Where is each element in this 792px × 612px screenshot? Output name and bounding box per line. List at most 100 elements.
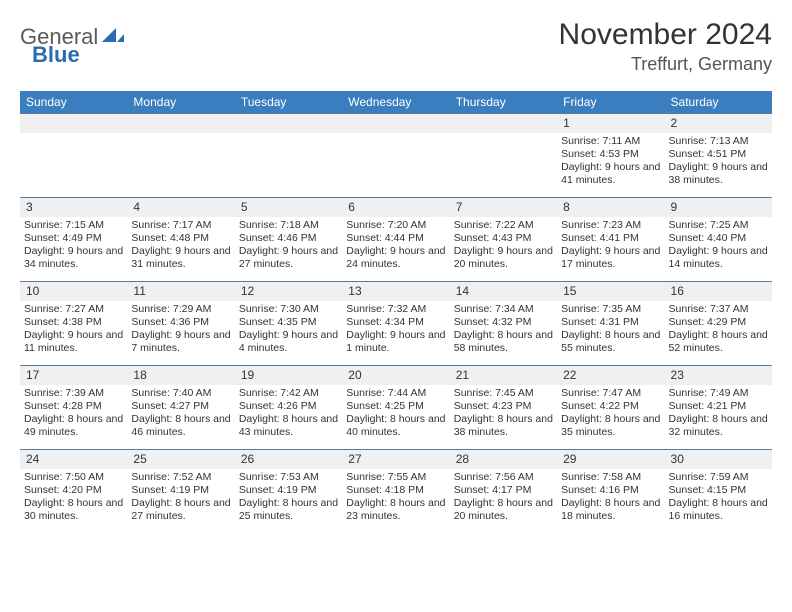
day-number: 6 xyxy=(342,198,449,217)
calendar-empty-cell xyxy=(20,114,127,198)
day-info: Sunrise: 7:55 AMSunset: 4:18 PMDaylight:… xyxy=(346,471,445,524)
calendar-empty-cell xyxy=(127,114,234,198)
day-number: 10 xyxy=(20,282,127,301)
weekday-header: Wednesday xyxy=(342,91,449,114)
day-number: 3 xyxy=(20,198,127,217)
month-title: November 2024 xyxy=(559,18,772,52)
calendar-day-cell: 14 Sunrise: 7:34 AMSunset: 4:32 PMDayligh… xyxy=(450,282,557,366)
calendar-week-row: 17Sunrise: 7:39 AMSunset: 4:28 PMDayligh… xyxy=(20,366,772,450)
weekday-header: Friday xyxy=(557,91,664,114)
day-info: Sunrise: 7:13 AMSunset: 4:51 PMDaylight:… xyxy=(669,135,768,188)
location: Treffurt, Germany xyxy=(559,54,772,75)
day-info: Sunrise: 7:22 AMSunset: 4:43 PMDaylight:… xyxy=(454,219,553,272)
day-info: Sunrise: 7:44 AMSunset: 4:25 PMDaylight:… xyxy=(346,387,445,440)
calendar-day-cell: 18Sunrise: 7:40 AMSunset: 4:27 PMDayligh… xyxy=(127,366,234,450)
weekday-header: Saturday xyxy=(665,91,772,114)
title-block: November 2024 Treffurt, Germany xyxy=(559,18,772,75)
calendar-day-cell: 16Sunrise: 7:37 AMSunset: 4:29 PMDayligh… xyxy=(665,282,772,366)
day-info: Sunrise: 7:17 AMSunset: 4:48 PMDaylight:… xyxy=(131,219,230,272)
calendar-day-cell: 27 Sunrise: 7:55 AMSunset: 4:18 PMDayligh… xyxy=(342,450,449,534)
calendar-day-cell: 15Sunrise: 7:35 AMSunset: 4:31 PMDayligh… xyxy=(557,282,664,366)
day-number xyxy=(235,114,342,133)
day-number: 27 xyxy=(342,450,449,469)
day-info: Sunrise: 7:53 AMSunset: 4:19 PMDaylight:… xyxy=(239,471,338,524)
header: General Blue November 2024 Treffurt, Ger… xyxy=(20,18,772,75)
day-number xyxy=(342,114,449,133)
day-number: 9 xyxy=(665,198,772,217)
calendar-day-cell: 24 Sunrise: 7:50 AMSunset: 4:20 PMDayligh… xyxy=(20,450,127,534)
day-info: Sunrise: 7:59 AMSunset: 4:15 PMDaylight:… xyxy=(669,471,768,524)
weekday-header: Tuesday xyxy=(235,91,342,114)
calendar-empty-cell xyxy=(450,114,557,198)
day-number: 8 xyxy=(557,198,664,217)
day-number: 13 xyxy=(342,282,449,301)
day-number: 17 xyxy=(20,366,127,385)
calendar-day-cell: 6 Sunrise: 7:20 AMSunset: 4:44 PMDaylight… xyxy=(342,198,449,282)
logo-text-blue: Blue xyxy=(32,42,80,68)
day-info: Sunrise: 7:47 AMSunset: 4:22 PMDaylight:… xyxy=(561,387,660,440)
calendar-day-cell: 1 Sunrise: 7:11 AMSunset: 4:53 PMDaylight… xyxy=(557,114,664,198)
calendar-week-row: 10Sunrise: 7:27 AMSunset: 4:38 PMDayligh… xyxy=(20,282,772,366)
calendar-day-cell: 5 Sunrise: 7:18 AMSunset: 4:46 PMDaylight… xyxy=(235,198,342,282)
calendar-empty-cell xyxy=(342,114,449,198)
calendar-day-cell: 29 Sunrise: 7:58 AMSunset: 4:16 PMDayligh… xyxy=(557,450,664,534)
day-info: Sunrise: 7:15 AMSunset: 4:49 PMDaylight:… xyxy=(24,219,123,272)
calendar-day-cell: 28 Sunrise: 7:56 AMSunset: 4:17 PMDayligh… xyxy=(450,450,557,534)
day-number: 14 xyxy=(450,282,557,301)
weekday-header: Sunday xyxy=(20,91,127,114)
day-info: Sunrise: 7:11 AMSunset: 4:53 PMDaylight:… xyxy=(561,135,660,188)
calendar-day-cell: 26 Sunrise: 7:53 AMSunset: 4:19 PMDayligh… xyxy=(235,450,342,534)
day-info: Sunrise: 7:45 AMSunset: 4:23 PMDaylight:… xyxy=(454,387,553,440)
calendar-day-cell: 7 Sunrise: 7:22 AMSunset: 4:43 PMDaylight… xyxy=(450,198,557,282)
day-info: Sunrise: 7:18 AMSunset: 4:46 PMDaylight:… xyxy=(239,219,338,272)
calendar-week-row: 24 Sunrise: 7:50 AMSunset: 4:20 PMDayligh… xyxy=(20,450,772,534)
calendar-empty-cell xyxy=(235,114,342,198)
calendar-day-cell: 20Sunrise: 7:44 AMSunset: 4:25 PMDayligh… xyxy=(342,366,449,450)
day-number xyxy=(450,114,557,133)
day-number: 4 xyxy=(127,198,234,217)
calendar-day-cell: 11Sunrise: 7:29 AMSunset: 4:36 PMDayligh… xyxy=(127,282,234,366)
calendar-day-cell: 2 Sunrise: 7:13 AMSunset: 4:51 PMDaylight… xyxy=(665,114,772,198)
calendar-day-cell: 19Sunrise: 7:42 AMSunset: 4:26 PMDayligh… xyxy=(235,366,342,450)
day-number: 28 xyxy=(450,450,557,469)
day-info: Sunrise: 7:23 AMSunset: 4:41 PMDaylight:… xyxy=(561,219,660,272)
weekday-header: Monday xyxy=(127,91,234,114)
weekday-header-row: SundayMondayTuesdayWednesdayThursdayFrid… xyxy=(20,91,772,114)
day-info: Sunrise: 7:50 AMSunset: 4:20 PMDaylight:… xyxy=(24,471,123,524)
day-number: 22 xyxy=(557,366,664,385)
day-info: Sunrise: 7:35 AMSunset: 4:31 PMDaylight:… xyxy=(561,303,660,356)
day-number: 24 xyxy=(20,450,127,469)
logo-sail-icon xyxy=(102,26,124,49)
day-number: 29 xyxy=(557,450,664,469)
day-info: Sunrise: 7:20 AMSunset: 4:44 PMDaylight:… xyxy=(346,219,445,272)
day-number: 23 xyxy=(665,366,772,385)
day-number: 1 xyxy=(557,114,664,133)
day-number: 2 xyxy=(665,114,772,133)
calendar-day-cell: 3 Sunrise: 7:15 AMSunset: 4:49 PMDaylight… xyxy=(20,198,127,282)
calendar-day-cell: 13Sunrise: 7:32 AMSunset: 4:34 PMDayligh… xyxy=(342,282,449,366)
calendar-day-cell: 22 Sunrise: 7:47 AMSunset: 4:22 PMDayligh… xyxy=(557,366,664,450)
day-number: 16 xyxy=(665,282,772,301)
calendar-day-cell: 8 Sunrise: 7:23 AMSunset: 4:41 PMDaylight… xyxy=(557,198,664,282)
day-info: Sunrise: 7:56 AMSunset: 4:17 PMDaylight:… xyxy=(454,471,553,524)
day-number: 26 xyxy=(235,450,342,469)
calendar-day-cell: 12 Sunrise: 7:30 AMSunset: 4:35 PMDayligh… xyxy=(235,282,342,366)
calendar-day-cell: 9Sunrise: 7:25 AMSunset: 4:40 PMDaylight… xyxy=(665,198,772,282)
day-info: Sunrise: 7:30 AMSunset: 4:35 PMDaylight:… xyxy=(239,303,338,356)
calendar-week-row: 1 Sunrise: 7:11 AMSunset: 4:53 PMDaylight… xyxy=(20,114,772,198)
calendar-day-cell: 4 Sunrise: 7:17 AMSunset: 4:48 PMDaylight… xyxy=(127,198,234,282)
calendar-day-cell: 25Sunrise: 7:52 AMSunset: 4:19 PMDayligh… xyxy=(127,450,234,534)
calendar-day-cell: 17Sunrise: 7:39 AMSunset: 4:28 PMDayligh… xyxy=(20,366,127,450)
day-number: 7 xyxy=(450,198,557,217)
calendar-day-cell: 30 Sunrise: 7:59 AMSunset: 4:15 PMDayligh… xyxy=(665,450,772,534)
day-info: Sunrise: 7:34 AMSunset: 4:32 PMDaylight:… xyxy=(454,303,553,356)
calendar-table: SundayMondayTuesdayWednesdayThursdayFrid… xyxy=(20,91,772,534)
day-number: 11 xyxy=(127,282,234,301)
day-number: 12 xyxy=(235,282,342,301)
day-number: 5 xyxy=(235,198,342,217)
day-info: Sunrise: 7:49 AMSunset: 4:21 PMDaylight:… xyxy=(669,387,768,440)
day-number: 30 xyxy=(665,450,772,469)
day-number xyxy=(20,114,127,133)
weekday-header: Thursday xyxy=(450,91,557,114)
day-info: Sunrise: 7:58 AMSunset: 4:16 PMDaylight:… xyxy=(561,471,660,524)
